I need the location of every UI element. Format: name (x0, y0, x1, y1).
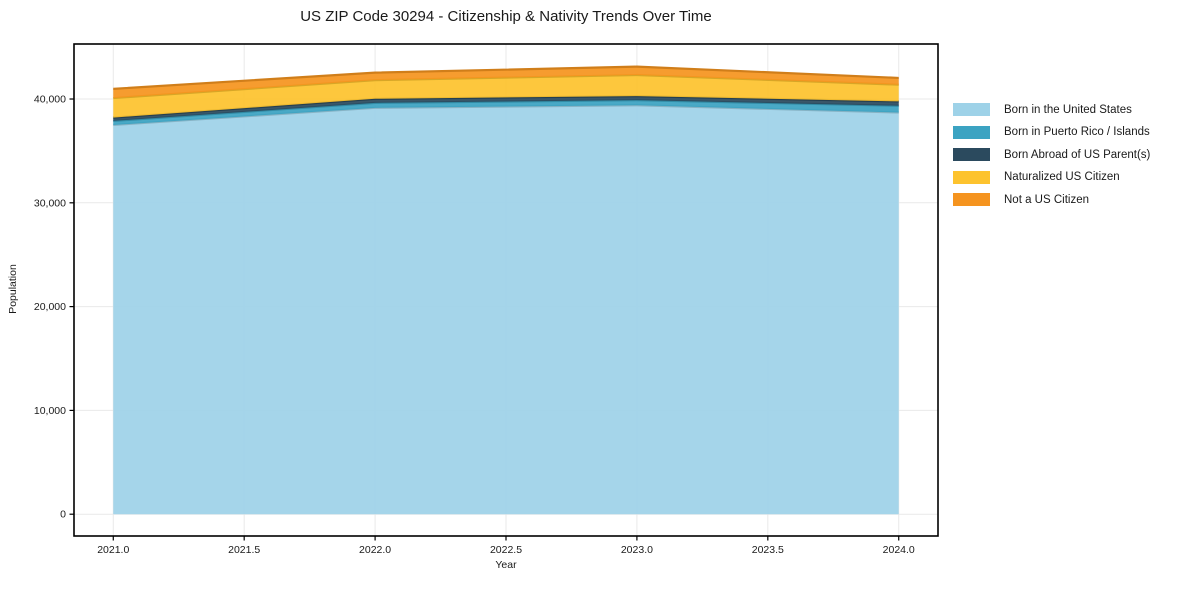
y-axis-label: Population (7, 264, 19, 314)
legend-swatch-icon (953, 148, 990, 161)
area-series (113, 96, 899, 121)
x-tick-label: 2024.0 (883, 544, 915, 556)
y-tick-label: 20,000 (34, 301, 66, 313)
y-tick-label: 40,000 (34, 94, 66, 106)
legend: Born in the United States Born in Puerto… (953, 103, 1150, 206)
x-tick-label: 2023.0 (621, 544, 653, 556)
legend-swatch-icon (953, 125, 990, 139)
chart-title: US ZIP Code 30294 - Citizenship & Nativi… (300, 8, 712, 25)
legend-item: Born in the United States (953, 103, 1150, 116)
legend-item-label: Born in Puerto Rico / Islands (1004, 126, 1150, 138)
area-series-edge (113, 65, 899, 90)
x-tick-label: 2022.0 (359, 544, 391, 556)
legend-item-label: Not a US Citizen (1004, 193, 1090, 206)
legend-swatch-icon (953, 193, 990, 206)
y-tick-label: 10,000 (34, 405, 66, 417)
x-axis-label: Year (495, 559, 517, 571)
y-tick-label: 0 (60, 509, 66, 521)
legend-item: Naturalized US Citizen (953, 170, 1150, 184)
legend-swatch-icon (953, 103, 990, 116)
legend-item: Born in Puerto Rico / Islands (953, 125, 1150, 139)
legend-item-label: Born in the United States (1004, 103, 1132, 116)
area-series (113, 66, 899, 99)
x-tick-label: 2022.5 (490, 544, 522, 556)
area-series (113, 105, 899, 515)
legend-swatch-icon (953, 170, 990, 184)
x-tick-label: 2021.5 (228, 544, 260, 556)
legend-item-label: Born Abroad of US Parent(s) (1004, 148, 1151, 161)
x-tick-label: 2021.0 (97, 544, 129, 556)
area-series (113, 100, 899, 125)
y-tick-label: 30,000 (34, 197, 66, 209)
legend-item: Not a US Citizen (953, 193, 1150, 206)
legend-item: Born Abroad of US Parent(s) (953, 148, 1150, 161)
x-tick-label: 2023.5 (752, 544, 784, 556)
legend-item-label: Naturalized US Citizen (1004, 171, 1120, 183)
